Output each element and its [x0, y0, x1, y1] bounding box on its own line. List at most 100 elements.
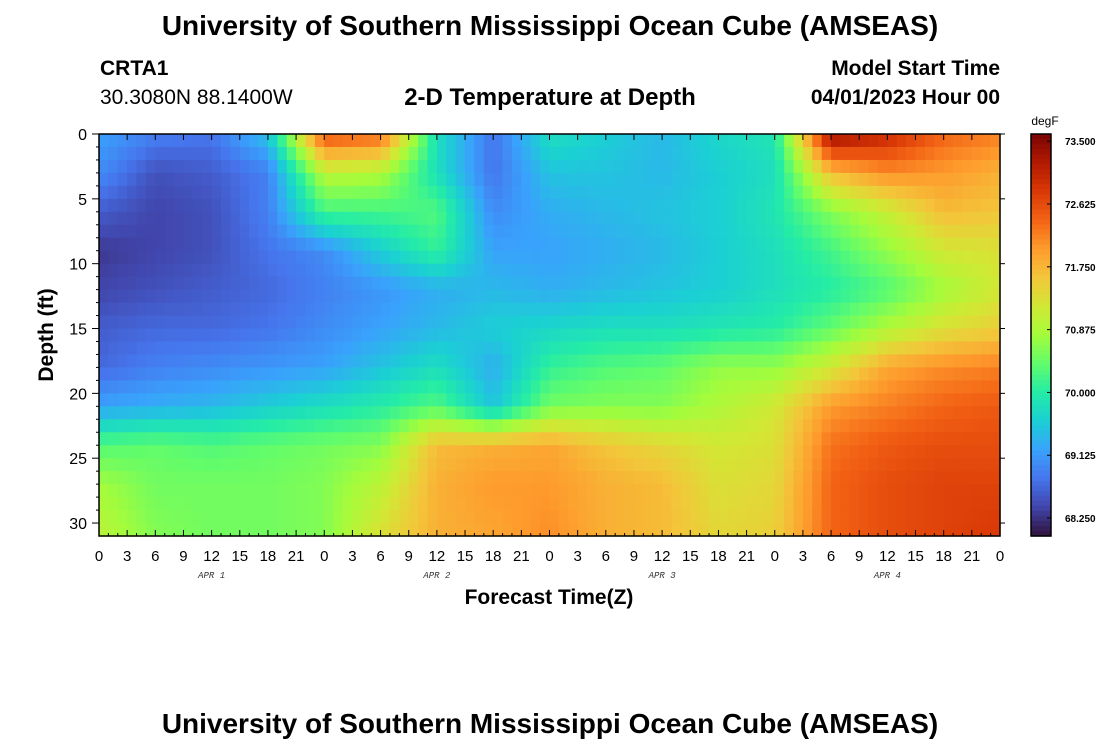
- colorbar-swatch: [1031, 289, 1051, 296]
- heatmap-cell: [643, 237, 654, 252]
- heatmap-cell: [577, 393, 588, 407]
- heatmap-cell: [859, 406, 870, 420]
- heatmap-cell: [577, 302, 588, 317]
- heatmap-cell: [802, 445, 813, 459]
- heatmap-cell: [371, 315, 382, 330]
- heatmap-cell: [380, 250, 391, 265]
- heatmap-cell: [831, 289, 842, 304]
- heatmap-cell: [202, 445, 213, 459]
- heatmap-cell: [436, 289, 447, 304]
- heatmap-cell: [624, 367, 635, 381]
- heatmap-cell: [962, 458, 973, 472]
- heatmap-cell: [633, 497, 644, 511]
- heatmap-cell: [493, 406, 504, 420]
- heatmap-cell: [427, 302, 438, 317]
- heatmap-cell: [934, 224, 945, 239]
- heatmap-cell: [587, 393, 598, 407]
- x-tick-label: 0: [545, 548, 553, 565]
- heatmap-cell: [258, 263, 269, 278]
- heatmap-cell: [127, 211, 138, 226]
- heatmap-cell: [202, 146, 213, 161]
- heatmap-cell: [155, 276, 166, 291]
- colorbar-tick-label: 70.000: [1065, 388, 1096, 399]
- heatmap-cell: [774, 510, 785, 524]
- heatmap-cell: [624, 224, 635, 239]
- colorbar-swatch: [1031, 475, 1051, 482]
- heatmap-cell: [446, 380, 457, 394]
- heatmap-cell: [662, 185, 673, 200]
- heatmap-cell: [305, 224, 316, 239]
- heatmap-cell: [671, 328, 682, 343]
- heatmap-cell: [633, 134, 644, 148]
- heatmap-cell: [765, 393, 776, 407]
- heatmap-cell: [136, 302, 147, 317]
- heatmap-cell: [202, 198, 213, 213]
- heatmap-cell: [465, 134, 476, 148]
- heatmap-cell: [671, 134, 682, 148]
- heatmap-cell: [530, 393, 541, 407]
- heatmap-cell: [267, 471, 278, 485]
- heatmap-cell: [680, 458, 691, 472]
- heatmap-cell: [934, 159, 945, 174]
- heatmap-cell: [267, 302, 278, 317]
- heatmap-cell: [230, 419, 241, 433]
- heatmap-cell: [812, 289, 823, 304]
- heatmap-cell: [924, 328, 935, 343]
- heatmap-cell: [962, 185, 973, 200]
- heatmap-cell: [849, 315, 860, 330]
- heatmap-cell: [239, 445, 250, 459]
- heatmap-cell: [521, 172, 532, 187]
- heatmap-cell: [718, 354, 729, 369]
- heatmap-cell: [577, 263, 588, 278]
- heatmap-cell: [192, 263, 203, 278]
- colorbar-swatch: [1031, 134, 1051, 140]
- heatmap-cell: [333, 393, 344, 407]
- heatmap-cell: [924, 172, 935, 187]
- heatmap-cell: [549, 315, 560, 330]
- heatmap-cell: [530, 159, 541, 174]
- colorbar-swatch: [1031, 184, 1051, 190]
- heatmap-cell: [840, 354, 851, 369]
- heatmap-cell: [249, 328, 260, 343]
- heatmap-cell: [915, 185, 926, 200]
- heatmap-cell: [699, 380, 710, 394]
- heatmap-cell: [680, 315, 691, 330]
- heatmap-cell: [465, 510, 476, 524]
- heatmap-cell: [802, 134, 813, 148]
- heatmap-cell: [314, 185, 325, 200]
- heatmap-cell: [483, 471, 494, 485]
- heatmap-cell: [802, 523, 813, 537]
- heatmap-cell: [343, 367, 354, 381]
- heatmap-cell: [352, 445, 363, 459]
- heatmap-cell: [840, 289, 851, 304]
- heatmap-cell: [277, 146, 288, 161]
- heatmap-cell: [906, 510, 917, 524]
- heatmap-cell: [305, 276, 316, 291]
- heatmap-cell: [155, 237, 166, 252]
- heatmap-cell: [812, 237, 823, 252]
- heatmap-cell: [305, 419, 316, 433]
- heatmap-cell: [877, 328, 888, 343]
- heatmap-cell: [399, 185, 410, 200]
- heatmap-cell: [202, 302, 213, 317]
- heatmap-cell: [155, 198, 166, 213]
- heatmap-cell: [540, 432, 551, 446]
- colorbar-swatch: [1031, 360, 1051, 366]
- heatmap-cell: [192, 471, 203, 485]
- heatmap-cell: [239, 289, 250, 304]
- heatmap-cell: [737, 458, 748, 472]
- heatmap-cell: [380, 432, 391, 446]
- heatmap-cell: [183, 328, 194, 343]
- heatmap-cell: [230, 380, 241, 394]
- heatmap-cell: [530, 445, 541, 459]
- heatmap-cell: [859, 237, 870, 252]
- heatmap-cell: [493, 250, 504, 265]
- heatmap-cell: [249, 134, 260, 148]
- heatmap-cell: [99, 172, 109, 187]
- heatmap-cell: [953, 224, 964, 239]
- heatmap-cell: [662, 250, 673, 265]
- heatmap-cell: [183, 523, 194, 537]
- heatmap-cell: [164, 497, 175, 511]
- model-start-value: 04/01/2023 Hour 00: [810, 86, 1000, 109]
- heatmap-cell: [521, 185, 532, 200]
